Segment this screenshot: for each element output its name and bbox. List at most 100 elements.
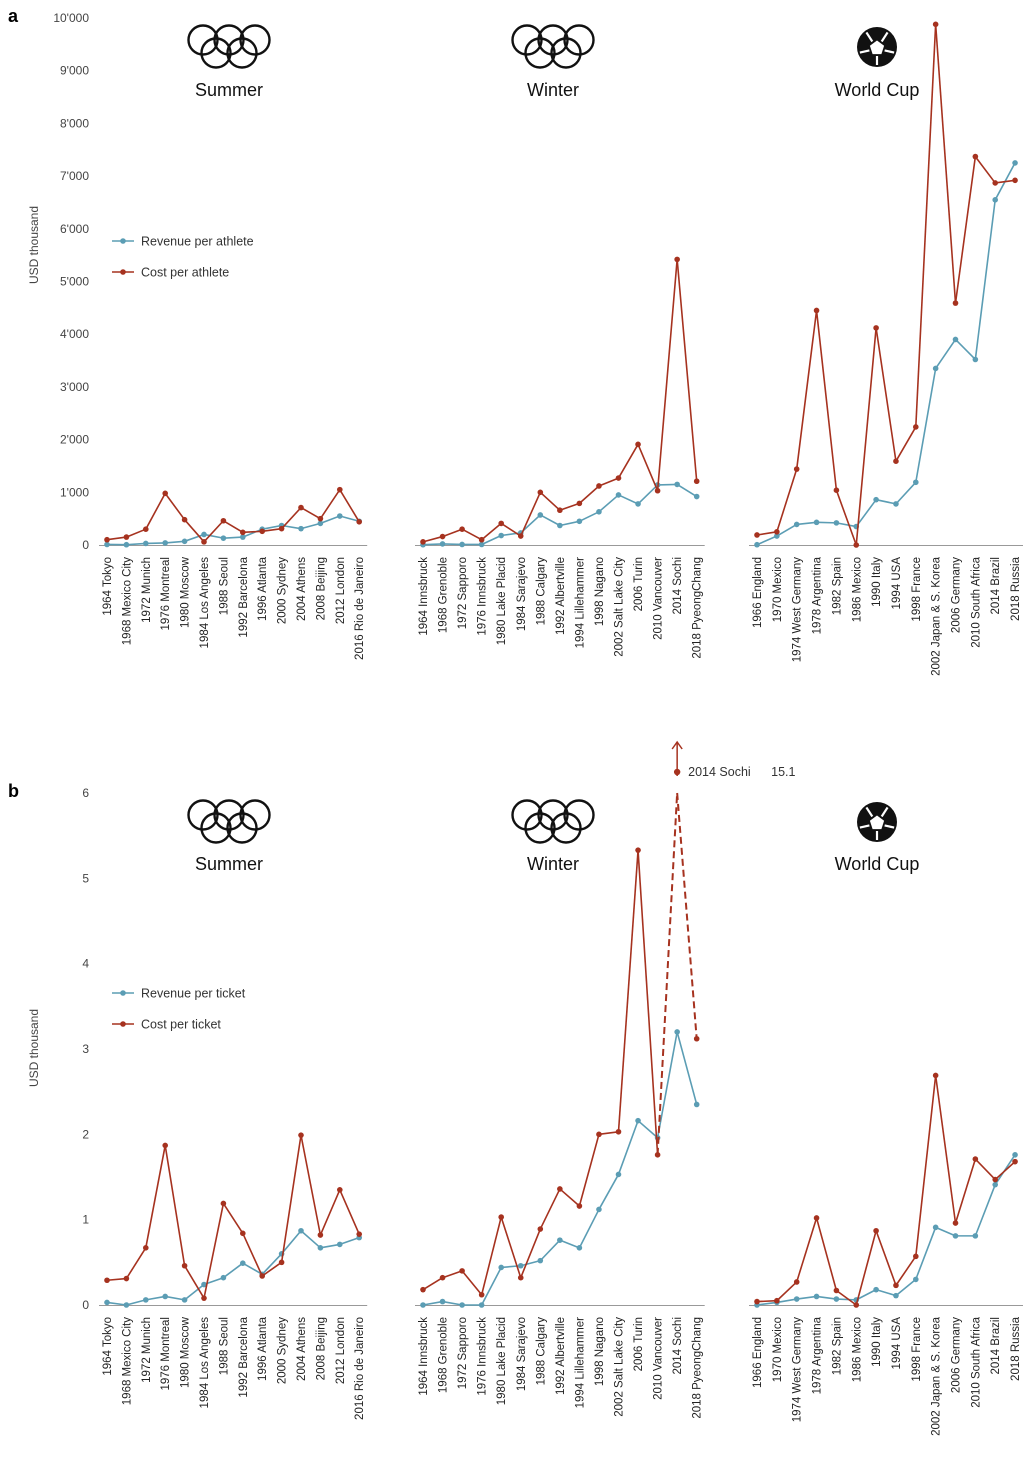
series-line xyxy=(125,1247,147,1279)
x-tick-label: 1980 Lake Placid xyxy=(496,1317,508,1405)
x-tick-label: 1970 Mexico xyxy=(772,1317,784,1382)
data-point xyxy=(833,487,840,493)
data-point xyxy=(693,493,700,500)
series-line xyxy=(974,199,996,360)
series-line xyxy=(815,1217,838,1291)
data-point xyxy=(439,1274,446,1281)
legend-marker xyxy=(120,269,126,275)
series-line xyxy=(855,499,877,528)
x-tick-label: 2006 Germany xyxy=(951,1317,963,1393)
y-tick-label: 9'000 xyxy=(60,64,89,78)
data-point xyxy=(635,847,641,853)
data-point xyxy=(439,1298,446,1305)
x-tick-label: 1968 Mexico City xyxy=(121,1317,133,1405)
data-point xyxy=(498,1214,505,1220)
series-line xyxy=(994,1161,1016,1181)
series-line xyxy=(242,530,263,534)
y-tick-label: 7'000 xyxy=(60,169,89,183)
series-line xyxy=(895,1278,917,1297)
data-point xyxy=(952,336,959,343)
data-point xyxy=(674,1029,680,1035)
series-line xyxy=(776,468,798,533)
data-point xyxy=(913,424,919,430)
legend-marker xyxy=(120,238,126,244)
data-point xyxy=(317,520,324,527)
series-line xyxy=(422,1300,443,1306)
data-point xyxy=(972,1156,979,1162)
data-point xyxy=(853,542,860,548)
x-tick-label: 1976 Innsbruck xyxy=(477,1317,489,1396)
series-line xyxy=(280,1230,302,1255)
x-tick-label: 2002 Japan & S. Korea xyxy=(931,556,943,676)
data-point xyxy=(654,487,661,494)
series-line xyxy=(422,1277,443,1291)
series-line xyxy=(300,506,321,520)
data-point xyxy=(913,479,919,486)
x-tick-label: 2006 Turin xyxy=(633,1317,645,1371)
series-line xyxy=(836,522,857,528)
legend-label: Revenue per athlete xyxy=(141,235,254,249)
series-line xyxy=(974,156,996,184)
olympic-ring xyxy=(213,24,245,56)
data-point xyxy=(1012,160,1018,166)
series-line xyxy=(461,528,483,541)
x-tick-label: 2014 Sochi xyxy=(672,557,684,615)
data-point xyxy=(813,1293,820,1300)
data-point xyxy=(972,153,979,160)
group-title: Winter xyxy=(527,80,579,100)
data-point xyxy=(932,1072,939,1079)
series-line xyxy=(106,1301,127,1306)
data-point xyxy=(853,1302,860,1308)
data-point xyxy=(317,1245,324,1251)
legend: Revenue per ticket Cost per ticket xyxy=(112,987,246,1032)
series-line xyxy=(875,327,897,462)
series-line xyxy=(934,1075,957,1224)
data-point xyxy=(693,478,700,485)
olympic-rings-icon xyxy=(511,24,595,69)
data-point xyxy=(754,532,760,538)
x-tick-label: 1988 Seoul xyxy=(218,1317,230,1375)
panel-b: b USD thousand 0 1 2 3 4 5 6 Summer Winter World Cu… xyxy=(8,740,1023,1436)
series-line xyxy=(815,310,838,491)
series-line xyxy=(126,528,147,538)
data-point xyxy=(123,1302,130,1308)
olympic-rings-icon xyxy=(187,799,271,844)
x-tick-label: 1996 Atlanta xyxy=(257,1316,269,1381)
soccer-ball-seam xyxy=(865,806,874,818)
data-point xyxy=(478,1291,485,1298)
x-tick-label: 2014 Brazil xyxy=(990,1317,1002,1375)
data-point xyxy=(992,1176,998,1183)
data-point xyxy=(972,356,979,363)
data-point xyxy=(459,1302,465,1308)
data-point xyxy=(615,1128,622,1135)
series-line xyxy=(656,259,678,491)
x-tick-label: 1970 Mexico xyxy=(772,557,784,622)
soccer-ball-seam xyxy=(865,31,874,43)
x-tick-label: 2012 London xyxy=(335,557,347,624)
x-tick-label: 2006 Germany xyxy=(951,557,963,633)
y-tick-label: 0 xyxy=(82,1298,89,1312)
series-line xyxy=(637,1120,659,1139)
series-line xyxy=(795,310,818,470)
data-point xyxy=(317,1232,324,1238)
annotation-label: 2014 Sochi xyxy=(688,765,751,779)
x-tick-label: 2008 Beijing xyxy=(315,1317,327,1380)
x-tick-label: 2002 Japan & S. Korea xyxy=(931,1316,943,1436)
olympic-ring xyxy=(239,799,271,831)
data-point xyxy=(337,1241,343,1248)
x-tick-label: 1968 Grenoble xyxy=(438,1317,450,1393)
data-point xyxy=(104,536,110,543)
data-point xyxy=(201,1281,207,1288)
series-line xyxy=(855,327,877,546)
data-point xyxy=(181,1262,188,1269)
data-point xyxy=(833,1287,840,1294)
data-point xyxy=(356,519,363,525)
data-point xyxy=(517,533,524,539)
olympic-ring xyxy=(511,24,543,56)
data-point xyxy=(104,1277,110,1284)
data-point xyxy=(833,520,840,526)
data-point xyxy=(517,1262,524,1269)
data-point xyxy=(123,541,130,548)
soccer-ball-seam xyxy=(880,31,889,43)
